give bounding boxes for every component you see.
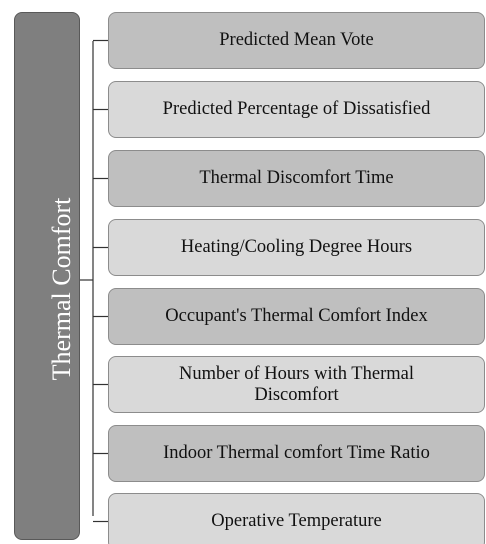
metric-box: Occupant's Thermal Comfort Index — [108, 288, 485, 345]
metric-box: Predicted Percentage of Dissatisfied — [108, 81, 485, 138]
metric-box: Number of Hours with Thermal Discomfort — [108, 356, 485, 413]
metric-box: Operative Temperature — [108, 493, 485, 544]
metric-box: Heating/Cooling Degree Hours — [108, 219, 485, 276]
category-label: Thermal Comfort — [47, 197, 76, 381]
metric-box: Thermal Discomfort Time — [108, 150, 485, 207]
metric-box: Predicted Mean Vote — [108, 12, 485, 69]
metric-box: Indoor Thermal comfort Time Ratio — [108, 425, 485, 482]
category-box: Thermal Comfort — [14, 12, 80, 540]
